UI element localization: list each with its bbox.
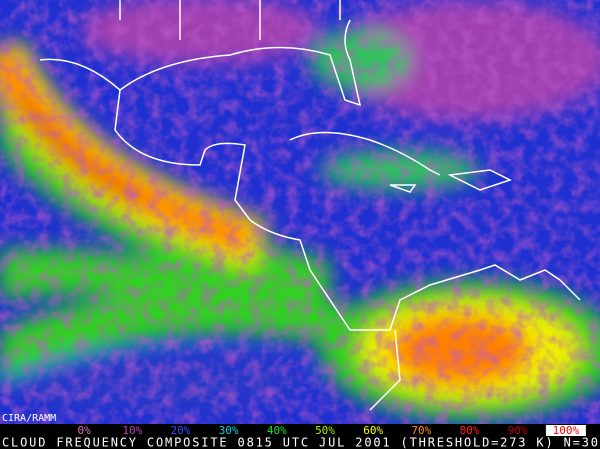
legend-label: 20% (171, 424, 191, 437)
legend-strip (0, 424, 600, 437)
legend-label: 0% (77, 424, 91, 437)
legend-label: 10% (122, 424, 142, 437)
legend-swatch (545, 425, 586, 436)
legend-label: 100% (553, 424, 580, 437)
legend-label: 70% (411, 424, 431, 437)
legend-label: 50% (315, 424, 335, 437)
cloud-field (0, 0, 600, 424)
coastlines (39, 0, 581, 411)
legend-label: 30% (219, 424, 239, 437)
legend-label: 40% (267, 424, 287, 437)
caption: CLOUD FREQUENCY COMPOSITE 0815 UTC JUL 2… (2, 436, 598, 449)
legend-label: 60% (363, 424, 383, 437)
legend-label: 80% (460, 424, 480, 437)
credit: CIRA/RAMM (2, 413, 56, 424)
legend: 0% 10% 20% 30% 40% 50% 60% 70% 80% 90% 100% (77, 424, 586, 437)
legend-label: 90% (508, 424, 528, 437)
